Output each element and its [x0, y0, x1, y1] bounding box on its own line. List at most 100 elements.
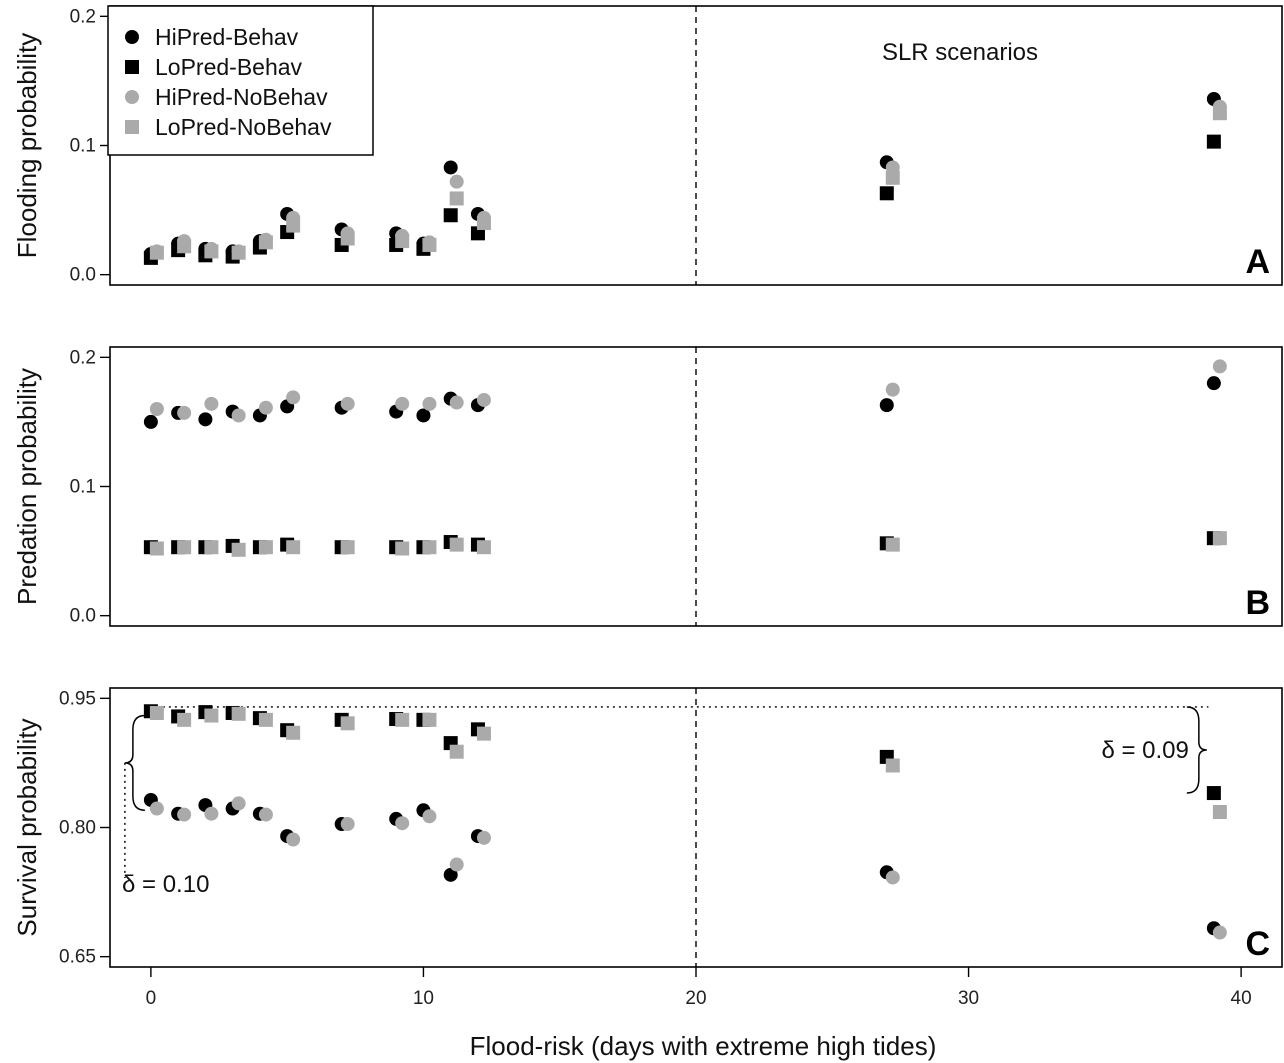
- data-point: [340, 231, 355, 246]
- legend-entry: HiPred-Behav: [125, 24, 299, 50]
- data-point: [395, 234, 410, 249]
- data-point: [476, 726, 491, 741]
- data-point: [1206, 376, 1221, 391]
- data-point: [204, 396, 219, 411]
- y-tick-label: 0.2: [70, 6, 96, 27]
- panel-letter: C: [1245, 925, 1270, 963]
- slr-scenarios-label: SLR scenarios: [882, 39, 1038, 66]
- data-point: [1212, 106, 1227, 121]
- delta-brace-left: [124, 714, 145, 812]
- data-point: [879, 186, 894, 201]
- legend-entry: LoPred-NoBehav: [125, 114, 332, 140]
- legend-label: LoPred-NoBehav: [155, 114, 332, 140]
- data-point: [885, 382, 900, 397]
- legend-label: LoPred-Behav: [155, 54, 303, 80]
- data-point: [286, 218, 301, 233]
- data-point: [149, 541, 164, 556]
- data-point: [1206, 786, 1221, 801]
- data-point: [476, 540, 491, 555]
- legend-entry: LoPred-Behav: [125, 54, 303, 80]
- delta-label-left: δ = 0.10: [122, 871, 209, 898]
- legend-entries: HiPred-Behav LoPred-Behav HiPred-NoBehav Lo…: [125, 24, 332, 140]
- data-point: [1206, 134, 1221, 149]
- series-hipred-nobehav: [149, 359, 1227, 423]
- y-tick-label: 0.95: [59, 688, 96, 709]
- data-point: [340, 396, 355, 411]
- data-point: [258, 807, 273, 822]
- x-tick-label: 0: [146, 988, 157, 1009]
- legend-marker: [125, 120, 139, 134]
- series-hipred-behav: [143, 792, 1221, 936]
- plot-frame: [109, 346, 1283, 627]
- data-point: [443, 867, 458, 882]
- data-point: [177, 712, 192, 727]
- data-point: [204, 540, 219, 555]
- data-point: [258, 712, 273, 727]
- delta-brace-right: [1186, 706, 1207, 794]
- data-point: [1212, 531, 1227, 546]
- data-point: [416, 408, 431, 423]
- data-point: [476, 392, 491, 407]
- data-point: [258, 400, 273, 415]
- y-tick-label: 0.2: [70, 347, 96, 368]
- legend-box: [107, 5, 374, 156]
- data-point: [149, 705, 164, 720]
- data-point: [231, 245, 246, 260]
- data-point: [1212, 805, 1227, 819]
- data-point: [885, 170, 900, 185]
- data-point: [449, 191, 464, 206]
- series-lopred-nobehav: [149, 531, 1227, 557]
- series-lopred-behav: [143, 704, 1221, 801]
- data-point: [1212, 359, 1227, 374]
- y-axis-title: Survival probability: [12, 718, 42, 936]
- y-tick-label: 0.1: [70, 136, 96, 157]
- data-point: [286, 540, 301, 555]
- data-point: [422, 712, 437, 727]
- y-axis-title: Predation probability: [12, 368, 42, 605]
- data-point: [449, 395, 464, 410]
- legend: HiPred-Behav LoPred-Behav HiPred-NoBehav Lo…: [107, 5, 374, 156]
- data-point: [231, 706, 246, 721]
- data-point: [476, 216, 491, 230]
- data-point: [231, 408, 246, 423]
- data-point: [443, 208, 458, 223]
- data-point: [177, 807, 192, 822]
- legend-entry: HiPred-NoBehav: [125, 84, 328, 110]
- y-tick-label: 0.65: [59, 947, 96, 968]
- series-hipred-nobehav: [149, 796, 1227, 940]
- data-point: [286, 832, 301, 847]
- delta-label-right: δ = 0.09: [1101, 737, 1188, 764]
- data-point: [177, 405, 192, 420]
- data-point: [443, 160, 458, 175]
- x-tick-label: 30: [958, 988, 979, 1009]
- x-axis-title: Flood-risk (days with extreme high tides…: [470, 1031, 937, 1061]
- panel-c: 0.65 0.80 0.95 Survival probability C: [12, 687, 1283, 968]
- data-point: [395, 396, 410, 411]
- legend-label: HiPred-Behav: [155, 24, 299, 50]
- panel-b: 0.0 0.1 0.2 Predation probability B: [12, 346, 1283, 627]
- data-point: [204, 708, 219, 723]
- series-lopred-behav: [143, 531, 1221, 555]
- data-point: [143, 414, 158, 429]
- data-point: [395, 712, 410, 727]
- legend-marker: [125, 90, 139, 104]
- data-point: [340, 817, 355, 832]
- data-point: [1212, 925, 1227, 940]
- legend-marker: [125, 60, 139, 74]
- data-point: [258, 235, 273, 250]
- data-point: [198, 412, 213, 427]
- data-point: [422, 396, 437, 411]
- delta-annotations: δ = 0.10 δ = 0.09: [122, 706, 1207, 898]
- data-point: [879, 398, 894, 413]
- series-lopred-nobehav: [149, 106, 1227, 260]
- y-tick-label: 0.80: [59, 818, 96, 839]
- data-point: [885, 537, 900, 552]
- legend-marker: [125, 30, 139, 44]
- y-tick-label: 0.0: [70, 265, 96, 286]
- data-point: [149, 402, 164, 416]
- data-point: [149, 801, 164, 816]
- data-point: [204, 806, 219, 821]
- data-point: [149, 245, 164, 260]
- series-hipred-behav: [143, 376, 1221, 429]
- data-point: [476, 830, 491, 845]
